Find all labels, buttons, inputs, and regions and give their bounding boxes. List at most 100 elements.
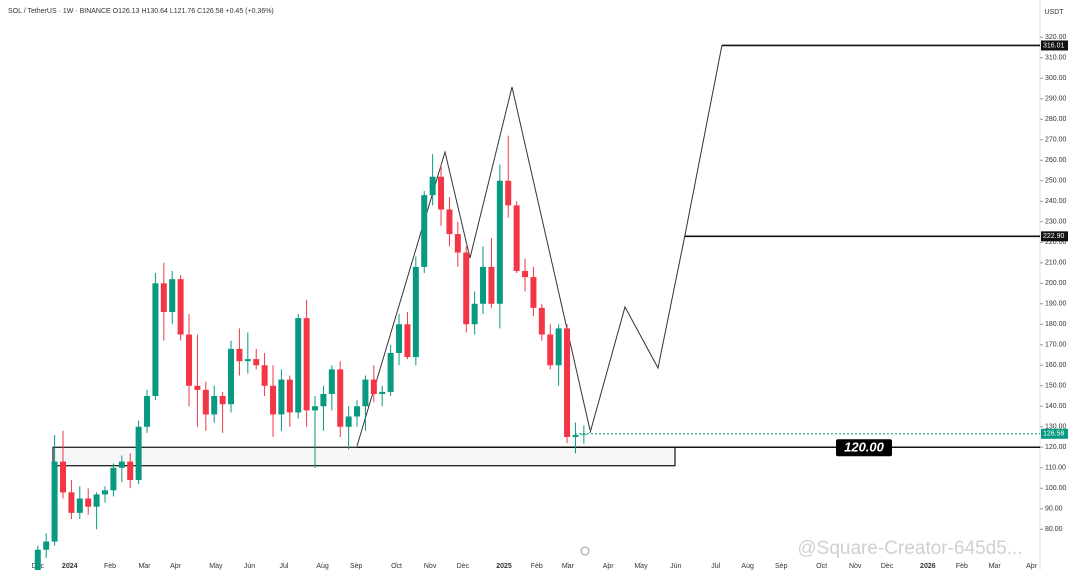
y-tick-label: 300.00	[1045, 75, 1067, 82]
candle-body	[127, 461, 134, 481]
chart-title: SOL / TetherUS · 1W · BINANCE O126.13 H1…	[8, 8, 274, 15]
x-tick-label: Apr	[1026, 563, 1038, 570]
x-tick-label: Aug	[741, 563, 754, 570]
x-tick-label: Apr	[603, 563, 615, 570]
candle-body	[152, 283, 159, 397]
support-zone	[52, 446, 676, 467]
candle-body	[169, 279, 176, 312]
candle-body	[412, 266, 419, 358]
candle-body	[194, 385, 201, 390]
candle-body	[68, 492, 75, 513]
candle-body	[261, 365, 268, 386]
candle-body	[110, 467, 117, 491]
candle-body	[93, 494, 100, 507]
y-tick-label: 220.00	[1045, 239, 1067, 246]
x-tick-label: May	[634, 563, 648, 570]
y-tick-label: 290.00	[1045, 96, 1067, 103]
x-tick-label: Oct	[816, 563, 827, 570]
candle-body	[454, 234, 461, 253]
x-tick-label: Jun	[670, 563, 681, 570]
y-tick-label: 130.00	[1045, 424, 1067, 431]
candle-body	[564, 328, 571, 438]
candle-body	[505, 180, 512, 206]
candle-body	[286, 379, 293, 413]
candle-body	[219, 396, 226, 405]
x-tick-label: Oct	[391, 563, 402, 570]
x-tick-label: Nov	[849, 563, 862, 570]
candle-body	[236, 348, 243, 362]
x-tick-label: May	[209, 563, 223, 570]
y-tick-label: 90.00	[1045, 506, 1063, 513]
candle-body	[572, 434, 579, 438]
candle-body	[345, 416, 352, 427]
candle-body	[513, 205, 520, 271]
candle-body	[253, 359, 260, 366]
x-tick-label: Mar	[138, 563, 151, 570]
level-tag-label: 222.90	[1043, 233, 1065, 240]
y-tick-label: 280.00	[1045, 116, 1067, 123]
level-badge	[836, 439, 892, 457]
candle-body	[85, 498, 92, 507]
candle-body	[186, 334, 193, 386]
y-tick-label: 310.00	[1045, 55, 1067, 62]
candle-body	[320, 393, 327, 407]
y-tick-label: 150.00	[1045, 383, 1067, 390]
y-tick-label: 250.00	[1045, 178, 1067, 185]
candle-body	[555, 328, 562, 366]
x-tick-label: Dec	[457, 563, 470, 570]
candle-body	[177, 279, 184, 335]
x-tick-label: Jul	[711, 563, 720, 570]
currency-label: USDT	[1044, 9, 1064, 16]
y-tick-label: 320.00	[1045, 34, 1067, 41]
y-tick-label: 100.00	[1045, 485, 1067, 492]
x-tick-label: Jul	[279, 563, 288, 570]
x-tick-label: Apr	[170, 563, 182, 570]
y-tick-label: 260.00	[1045, 157, 1067, 164]
candle-body	[379, 391, 386, 394]
x-tick-label: Jun	[244, 563, 255, 570]
y-tick-label: 240.00	[1045, 198, 1067, 205]
y-tick-label: 210.00	[1045, 260, 1067, 267]
watermark: @Square-Creator-645d5...	[797, 538, 1022, 559]
candle-body	[144, 396, 151, 427]
candle-body	[471, 303, 478, 325]
level-tag-label: 316.01	[1043, 42, 1065, 49]
x-tick-label: Dec	[881, 563, 894, 570]
x-tick-label: Sep	[775, 563, 788, 570]
candle-body	[496, 180, 503, 304]
candle-body	[480, 266, 487, 304]
candle-body	[60, 461, 67, 493]
y-tick-label: 120.00	[1045, 444, 1067, 451]
x-tick-label: Sep	[350, 563, 363, 570]
y-tick-label: 170.00	[1045, 342, 1067, 349]
x-tick-label: Aug	[316, 563, 329, 570]
y-tick-label: 80.00	[1045, 526, 1063, 533]
candle-body	[396, 324, 403, 353]
candle-body	[43, 541, 50, 550]
x-tick-label: 2026	[920, 563, 936, 570]
candle-body	[76, 498, 83, 513]
candle-body	[328, 369, 335, 394]
candle-body	[370, 379, 377, 394]
y-tick-label: 140.00	[1045, 403, 1067, 410]
current-price-label: 126.58	[1043, 431, 1065, 438]
candle-body	[160, 283, 167, 312]
candle-body	[404, 324, 411, 358]
x-tick-label: 2024	[62, 563, 78, 570]
level-tag	[1041, 231, 1068, 242]
y-tick-label: 180.00	[1045, 321, 1067, 328]
candle-body	[463, 252, 470, 325]
candle-body	[118, 461, 125, 468]
replay-icon[interactable]	[580, 546, 590, 556]
candle-body	[438, 176, 445, 210]
candle-body	[530, 277, 537, 308]
candle-body	[295, 318, 302, 413]
candle-body	[312, 406, 319, 411]
candle-body	[51, 461, 58, 542]
level-badge-label: 120.00	[844, 440, 885, 455]
candle-body	[278, 379, 285, 415]
candle-body	[354, 406, 361, 417]
x-tick-label: Nov	[424, 563, 437, 570]
x-tick-label: Feb	[104, 563, 116, 570]
